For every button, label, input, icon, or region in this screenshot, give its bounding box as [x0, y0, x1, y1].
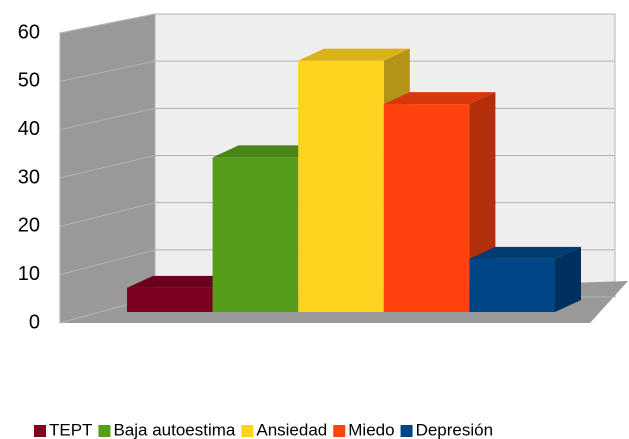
legend-label: Miedo: [348, 420, 394, 439]
bar-front: [383, 104, 470, 313]
y-tick-label: 60: [18, 21, 40, 43]
bar-side: [555, 246, 581, 312]
legend-swatch: [333, 425, 346, 437]
bar: [469, 246, 581, 312]
y-tick-label: 20: [18, 215, 40, 237]
bar: [383, 92, 496, 313]
bar-top: [212, 145, 325, 158]
legend-label: Baja autoestima: [113, 420, 235, 439]
bar-front: [212, 157, 299, 312]
bar-front: [127, 287, 213, 312]
bar-front: [298, 60, 384, 312]
bar-top: [298, 48, 410, 61]
bar-top: [383, 92, 496, 105]
legend-swatch: [98, 425, 111, 437]
y-tick-label: 10: [18, 263, 40, 285]
bar-top: [127, 275, 239, 288]
legend-swatch: [34, 425, 46, 437]
y-tick-label: 0: [29, 311, 40, 333]
y-tick-label: 50: [18, 70, 40, 92]
bar-top: [469, 246, 581, 259]
legend-label: TEPT: [49, 420, 92, 439]
bar-front: [469, 258, 555, 312]
legend-label: Depresión: [416, 420, 494, 439]
grid-line: [59, 13, 615, 34]
legend-swatch: [400, 425, 413, 437]
grid-line: [59, 60, 615, 82]
legend-swatch: [241, 425, 254, 437]
left-wall: [59, 13, 156, 324]
y-tick-label: 30: [18, 166, 40, 188]
y-tick-label: 40: [18, 118, 40, 140]
legend-label: Ansiedad: [256, 420, 327, 439]
